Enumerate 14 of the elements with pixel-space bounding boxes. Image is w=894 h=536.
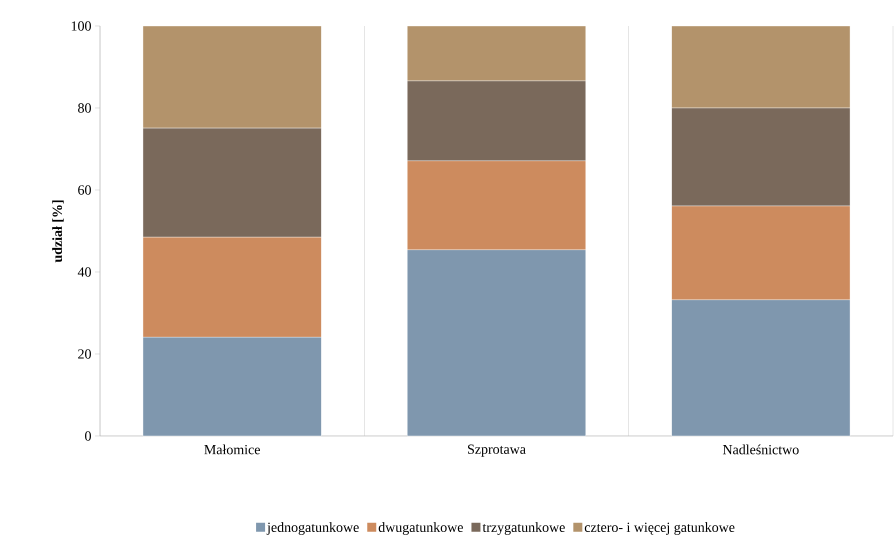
y-tick-label: 40 <box>78 267 91 277</box>
y-tick-label: 80 <box>78 103 91 113</box>
y-tick-label: 60 <box>78 185 91 195</box>
legend-label: jednogatunkowe <box>266 522 359 535</box>
legend-label: cztero- i więcej gatunkowe <box>584 522 734 535</box>
y-axis-title: udział [%] <box>52 200 64 262</box>
legend-label: trzygatunkowe <box>482 522 565 535</box>
y-tick-label: 20 <box>78 349 91 359</box>
y-tick-label: 0 <box>85 431 91 441</box>
x-tick-label: Nadleśnictwo <box>722 444 799 454</box>
y-tick-label: 100 <box>72 21 91 31</box>
legend-label: dwugatunkowe <box>378 522 463 535</box>
x-tick-label: Małomice <box>204 444 260 454</box>
x-tick-label: Szprotawa <box>468 444 526 457</box>
